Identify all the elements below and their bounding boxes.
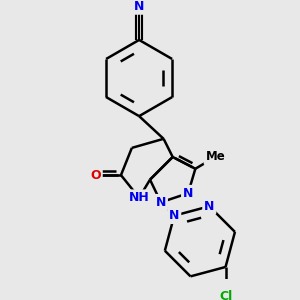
- Text: N: N: [204, 200, 214, 213]
- Text: N: N: [169, 209, 179, 222]
- Text: Me: Me: [206, 151, 225, 164]
- Text: N: N: [134, 0, 144, 13]
- Text: O: O: [90, 169, 101, 182]
- Text: NH: NH: [129, 191, 149, 204]
- Text: N: N: [156, 196, 166, 209]
- Text: N: N: [183, 187, 193, 200]
- Text: Cl: Cl: [219, 290, 232, 300]
